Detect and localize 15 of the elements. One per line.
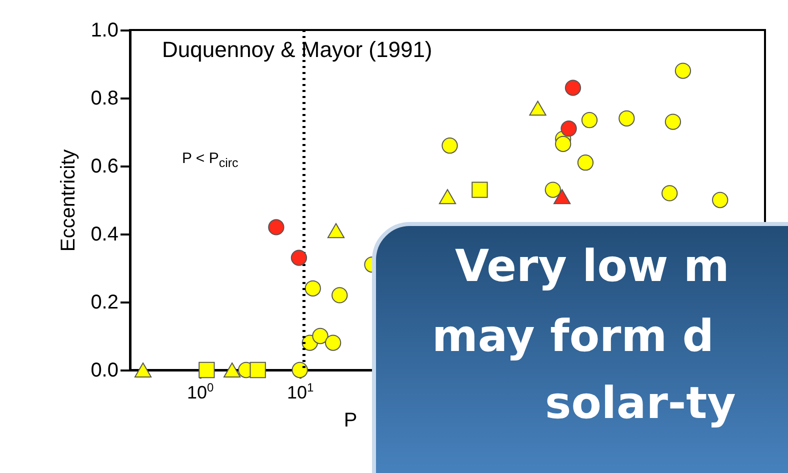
annotation: may form d bbox=[432, 311, 714, 362]
y-tick-label: 0.8 bbox=[90, 88, 118, 110]
x-axis-title: P bbox=[344, 410, 358, 432]
annotation: P < P$_{circ}$ bbox=[182, 150, 238, 170]
y-tick-label: 0.4 bbox=[90, 224, 118, 246]
annotation: Very low m bbox=[455, 241, 730, 292]
x-tick-label: 10$^{0}$ bbox=[187, 380, 214, 402]
y-tick-label: 0.6 bbox=[90, 156, 118, 178]
y-tick-label: 0.0 bbox=[90, 360, 118, 382]
x-tick-label: 10$^{1}$ bbox=[286, 380, 314, 402]
y-tick-label: 0.2 bbox=[90, 292, 118, 314]
text: solar-ty bbox=[545, 378, 736, 429]
y-axis-title: Eccentricity bbox=[58, 149, 80, 252]
annotation: Duquennoy & Mayor (1991) bbox=[162, 37, 432, 62]
y-tick-label: 1.0 bbox=[90, 20, 118, 42]
